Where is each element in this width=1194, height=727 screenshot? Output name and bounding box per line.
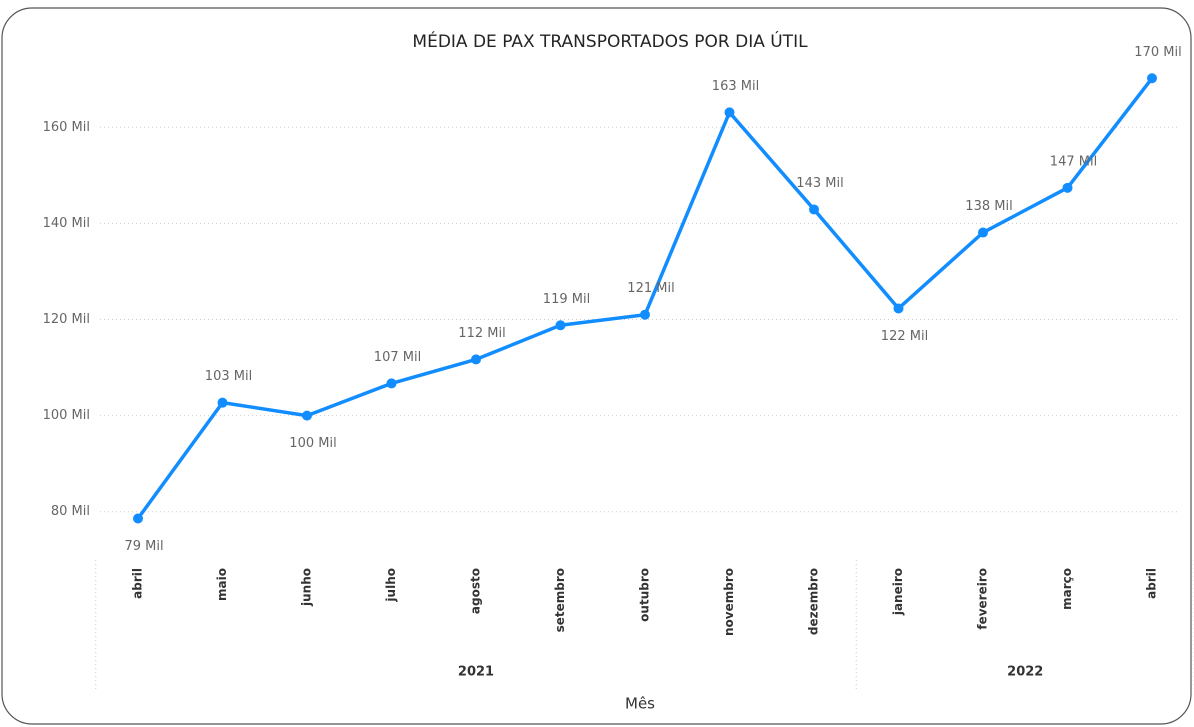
- x-group-label: 2022: [1007, 665, 1043, 680]
- y-tick-label: 120 Mil: [43, 312, 90, 327]
- y-tick-label: 100 Mil: [43, 408, 90, 423]
- data-label: 100 Mil: [289, 436, 336, 451]
- x-tick-label: julho: [384, 568, 398, 603]
- x-tick-label: abril: [131, 568, 145, 599]
- y-tick-label: 160 Mil: [43, 120, 90, 135]
- y-tick-label: 80 Mil: [51, 504, 90, 519]
- data-label: 103 Mil: [205, 369, 252, 384]
- data-point: [640, 309, 650, 320]
- x-tick-label: maio: [215, 568, 229, 601]
- x-tick-label: dezembro: [807, 568, 821, 635]
- x-tick-label: outubro: [638, 568, 652, 622]
- data-label: 138 Mil: [965, 199, 1012, 214]
- y-tick-label: 140 Mil: [43, 216, 90, 231]
- data-point: [724, 107, 735, 118]
- x-tick-label: janeiro: [891, 568, 905, 616]
- data-point: [555, 320, 566, 331]
- data-point: [1062, 182, 1073, 193]
- data-label: 119 Mil: [543, 292, 590, 307]
- data-label: 170 Mil: [1134, 45, 1181, 60]
- x-tick-label: agosto: [469, 568, 483, 614]
- data-point: [386, 378, 397, 389]
- data-label: 107 Mil: [374, 350, 421, 365]
- data-label: 122 Mil: [881, 329, 928, 344]
- data-point: [978, 227, 988, 238]
- x-group-label: 2021: [458, 665, 494, 680]
- x-tick-label: abril: [1145, 568, 1159, 599]
- data-point: [893, 303, 904, 314]
- data-point: [1147, 73, 1157, 84]
- data-label: 147 Mil: [1050, 154, 1097, 169]
- chart-title: MÉDIA DE PAX TRANSPORTADOS POR DIA ÚTIL: [412, 30, 808, 52]
- x-tick-label: junho: [300, 568, 314, 607]
- x-tick-label: setembro: [553, 568, 567, 632]
- data-point: [133, 513, 143, 524]
- data-point: [471, 354, 481, 365]
- data-label: 121 Mil: [627, 281, 674, 296]
- x-tick-label: março: [1060, 568, 1074, 610]
- x-axis-title: Mês: [625, 695, 655, 713]
- x-tick-label: fevereiro: [976, 568, 990, 630]
- x-tick-label: novembro: [722, 568, 736, 636]
- data-point: [217, 397, 228, 408]
- card: [1, 7, 1192, 725]
- data-point: [809, 204, 819, 215]
- data-point: [302, 410, 312, 421]
- data-label: 112 Mil: [458, 326, 505, 341]
- data-label: 79 Mil: [124, 539, 163, 554]
- data-label: 163 Mil: [712, 79, 759, 94]
- data-label: 143 Mil: [796, 176, 843, 191]
